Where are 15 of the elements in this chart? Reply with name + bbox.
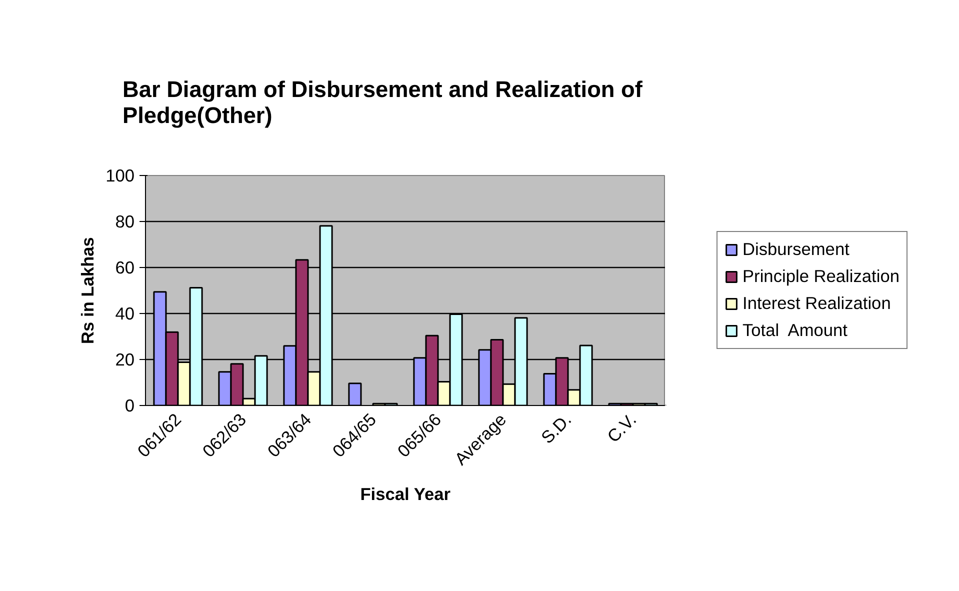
y-tick-label: 20 — [115, 350, 135, 370]
x-axis-title: Fiscal Year — [360, 484, 451, 504]
chart-title: Bar Diagram of Disbursement and Realization of Pledge(Other) — [122, 76, 643, 128]
y-tick-label: 100 — [106, 166, 135, 186]
y-tick-label: 0 — [124, 396, 135, 416]
y-tick-label: 40 — [115, 304, 135, 324]
x-tick-label: C.V. — [603, 409, 640, 446]
y-tick-label: 80 — [115, 212, 135, 232]
y-tick-label: 60 — [115, 258, 135, 278]
legend-label: Total Amount — [742, 320, 848, 341]
y-axis-title: Rs in Lakhas — [78, 237, 98, 344]
legend-label: Disbursement — [742, 239, 850, 260]
x-tick-label: S.D. — [537, 409, 576, 448]
legend-label: Interest Realization — [742, 293, 891, 314]
legend-label: Principle Realization — [742, 266, 900, 287]
